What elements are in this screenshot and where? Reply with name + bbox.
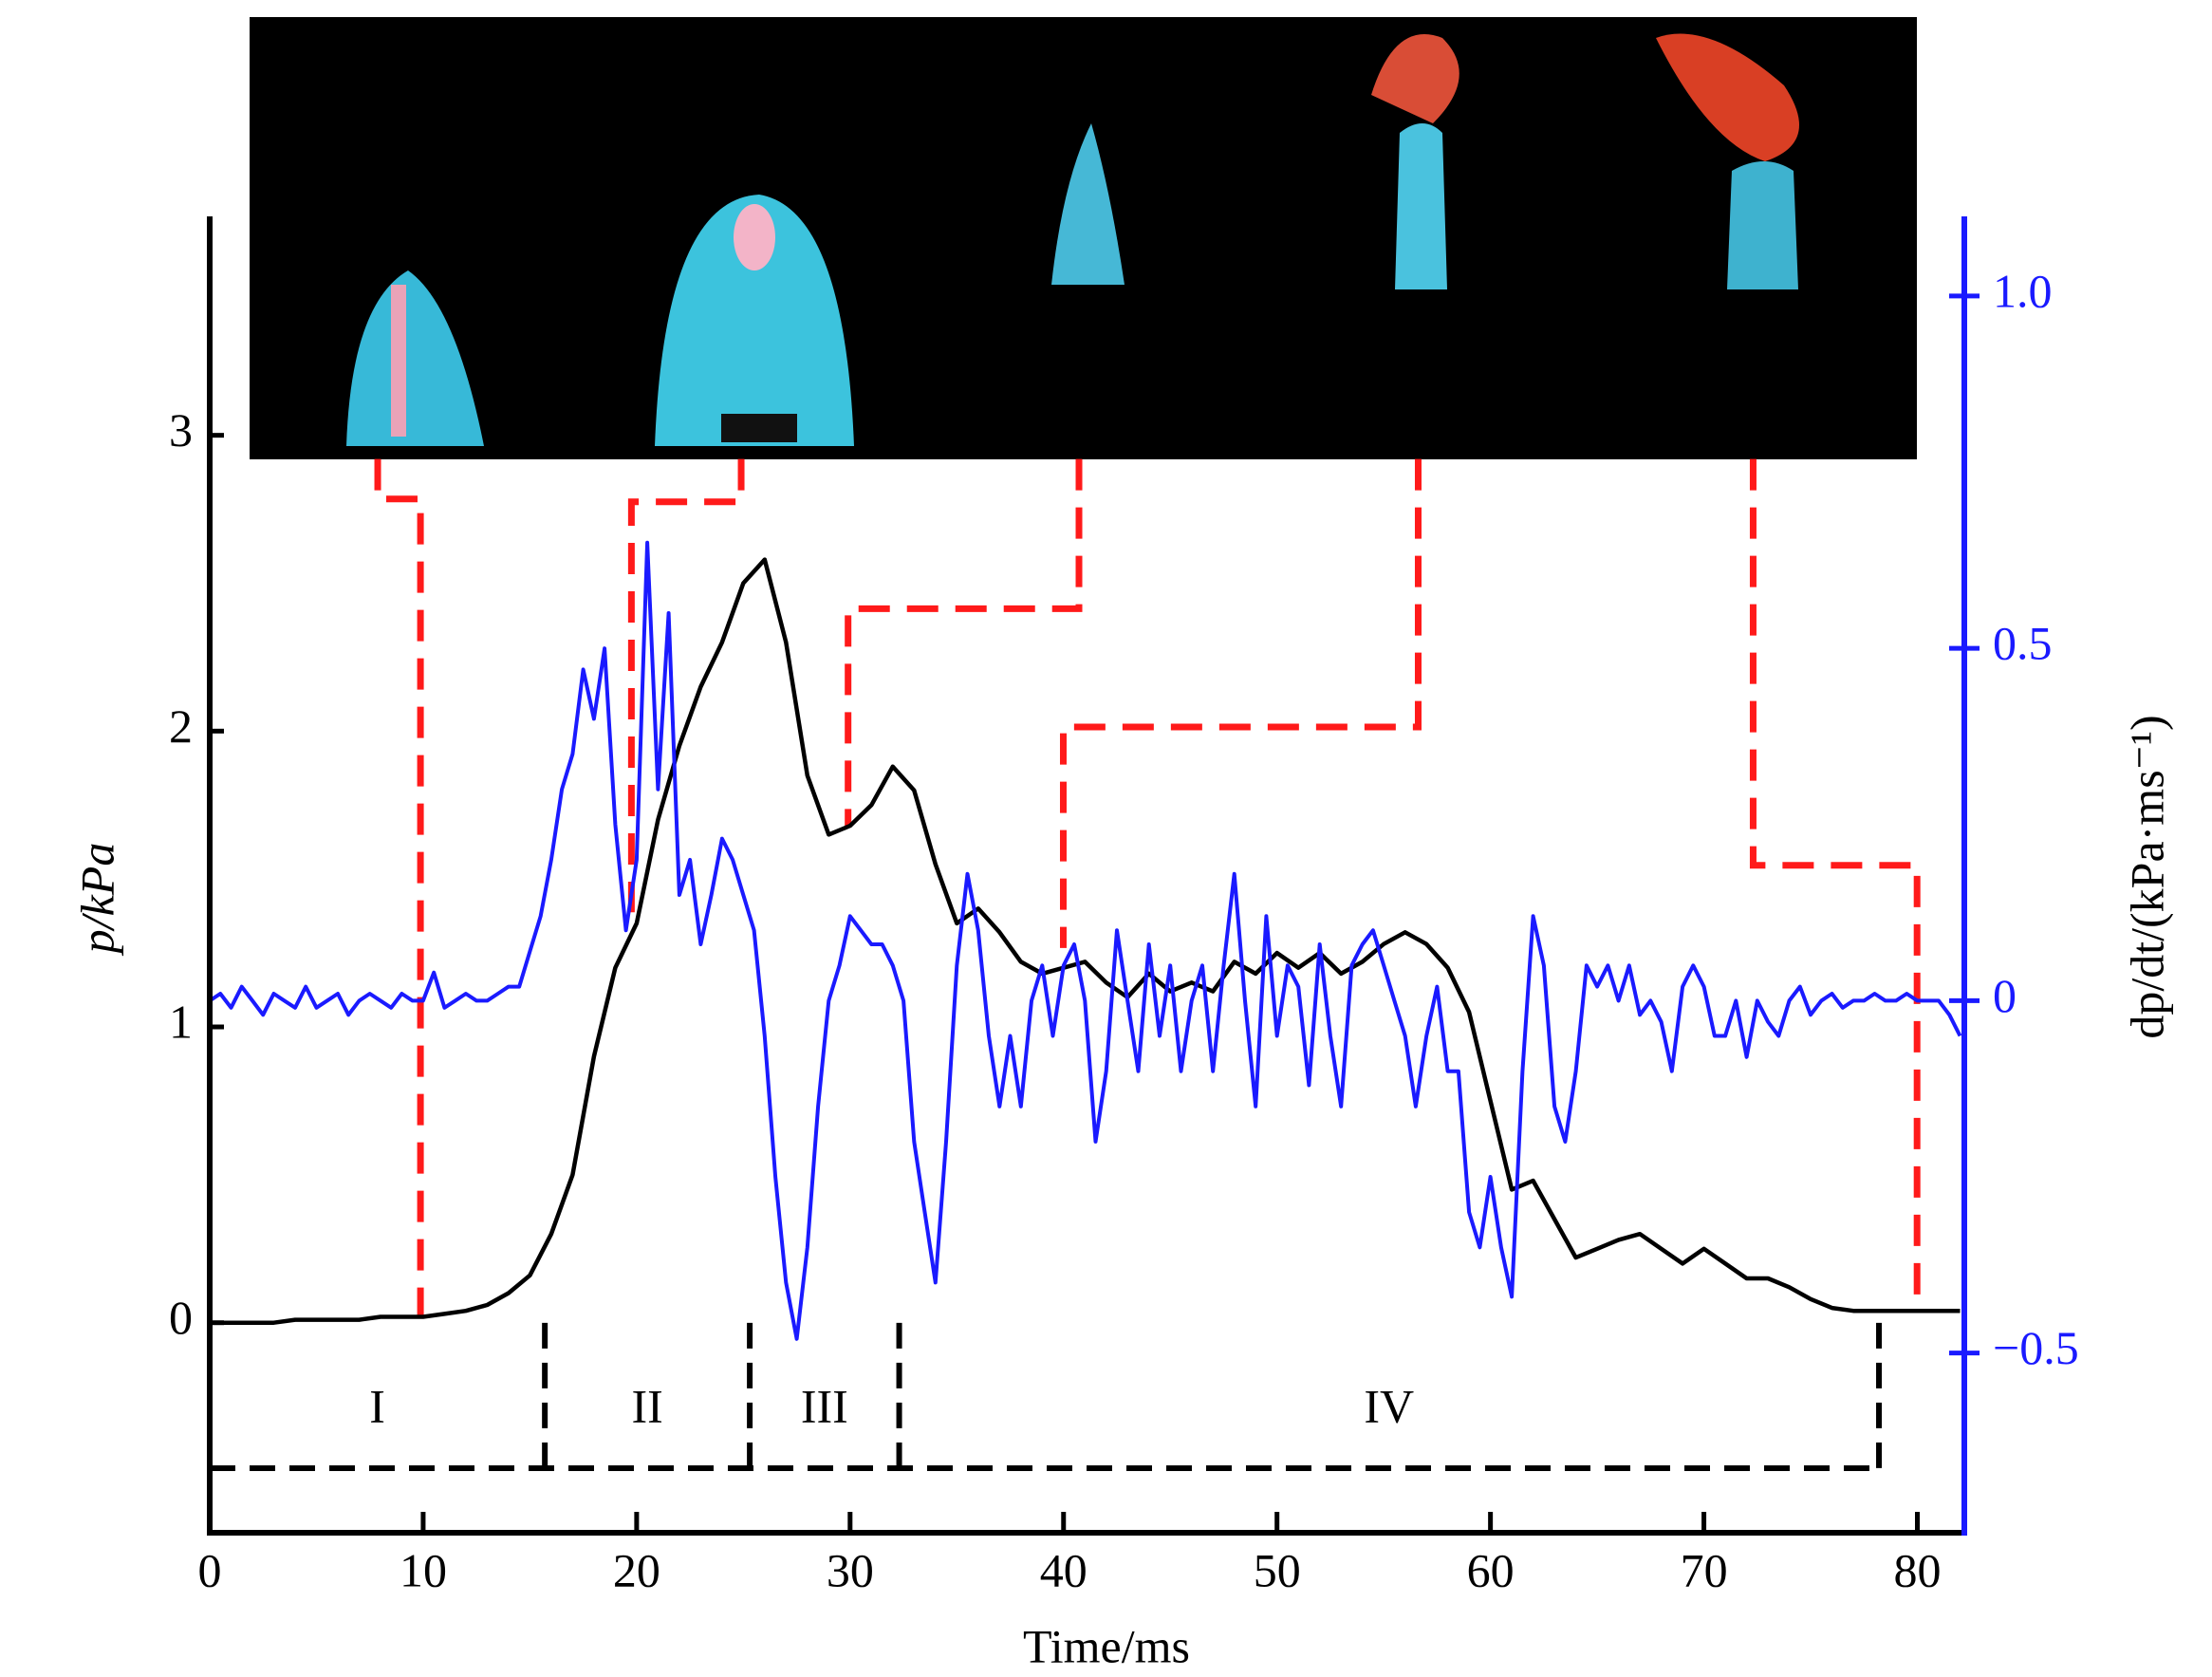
x-tick-label: 70 xyxy=(1681,1543,1728,1596)
leader-line xyxy=(627,458,745,913)
y2-tick-label: −0.5 xyxy=(1993,1321,2079,1374)
burner xyxy=(721,414,797,442)
x-tick-label: 0 xyxy=(198,1543,222,1596)
flame xyxy=(1051,123,1125,285)
flame-core xyxy=(734,204,775,270)
y2-axis-label: dp/dt/(kPa·ms⁻¹) xyxy=(2120,715,2173,1038)
x-axis-label: Time/ms xyxy=(1023,1619,1190,1672)
flame-fire xyxy=(1371,34,1459,123)
x-tick-label: 50 xyxy=(1254,1543,1301,1596)
stage-label: II xyxy=(631,1379,662,1432)
x-tick-label: 20 xyxy=(613,1543,660,1596)
leader-line xyxy=(1059,458,1422,948)
x-tick-label: 30 xyxy=(827,1543,874,1596)
leader-line xyxy=(1749,458,1921,1312)
y-tick-label: 0 xyxy=(169,1291,193,1344)
y-tick-label: 2 xyxy=(169,699,193,753)
flame-fire xyxy=(1656,33,1799,161)
y2-tick-label: 0 xyxy=(1993,969,2017,1022)
flame xyxy=(346,270,484,446)
stage-label: III xyxy=(801,1379,848,1432)
x-tick-label: 40 xyxy=(1040,1543,1087,1596)
x-tick-label: 10 xyxy=(400,1543,447,1596)
x-tick-label: 80 xyxy=(1894,1543,1942,1596)
data-line xyxy=(210,557,1961,1325)
data-line xyxy=(208,540,1962,1341)
y-tick-label: 3 xyxy=(169,403,193,457)
stage-label: IV xyxy=(1364,1379,1414,1432)
stage-label: I xyxy=(369,1379,385,1432)
flame xyxy=(1727,161,1798,289)
y2-tick-label: 0.5 xyxy=(1993,617,2053,670)
flame-photo-inset xyxy=(250,17,1917,459)
y2-tick-label: 1.0 xyxy=(1993,264,2053,317)
leader-line xyxy=(845,458,1083,828)
flame xyxy=(1395,123,1447,289)
y-tick-label: 1 xyxy=(169,995,193,1048)
flame xyxy=(655,195,854,446)
leader-line xyxy=(374,458,424,1319)
y-axis-label: p/kPa xyxy=(70,843,123,957)
flame-core xyxy=(391,285,406,437)
x-tick-label: 60 xyxy=(1467,1543,1515,1596)
